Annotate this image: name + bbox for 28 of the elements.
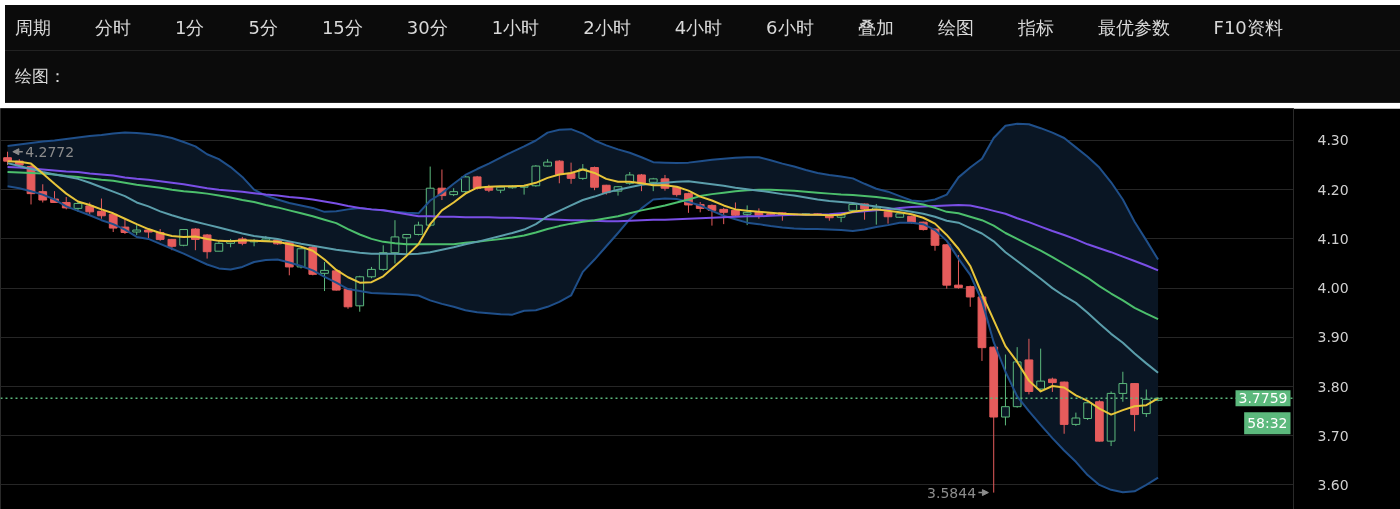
y-tick-label: 3.90 xyxy=(1317,329,1349,346)
text: 2小时 xyxy=(583,15,631,40)
text: 绘图 xyxy=(937,15,974,40)
text: 绘图： xyxy=(15,65,66,89)
text: F10资料 xyxy=(1213,15,1283,40)
annotation: 4.2772 xyxy=(25,143,75,160)
annotation: 3.5844 xyxy=(927,484,977,501)
text: 30分 xyxy=(406,15,448,40)
y-tick-label: 4.10 xyxy=(1317,230,1349,247)
text: 叠加 xyxy=(857,15,894,40)
text: 周期 xyxy=(15,15,51,40)
ref-line-label: 3.7759 xyxy=(1238,390,1288,407)
text: 5分 xyxy=(248,15,278,40)
text: 15分 xyxy=(321,15,363,40)
text: 指标 xyxy=(1017,15,1054,40)
text: 最优参数 xyxy=(1097,15,1170,40)
text: 6小时 xyxy=(766,15,814,40)
y-tick-label: 3.70 xyxy=(1317,427,1349,444)
y-tick-label: 3.80 xyxy=(1317,378,1349,395)
y-tick-label: 4.20 xyxy=(1317,181,1349,198)
text: 58:32 xyxy=(1247,415,1288,432)
y-tick-label: 3.60 xyxy=(1317,476,1349,493)
y-tick-label: 4.30 xyxy=(1317,132,1349,149)
text: 1分 xyxy=(175,15,205,40)
text: 1小时 xyxy=(491,15,540,40)
text: 分时 xyxy=(95,15,131,40)
text: 4小时 xyxy=(674,15,723,40)
y-tick-label: 4.00 xyxy=(1317,280,1349,297)
